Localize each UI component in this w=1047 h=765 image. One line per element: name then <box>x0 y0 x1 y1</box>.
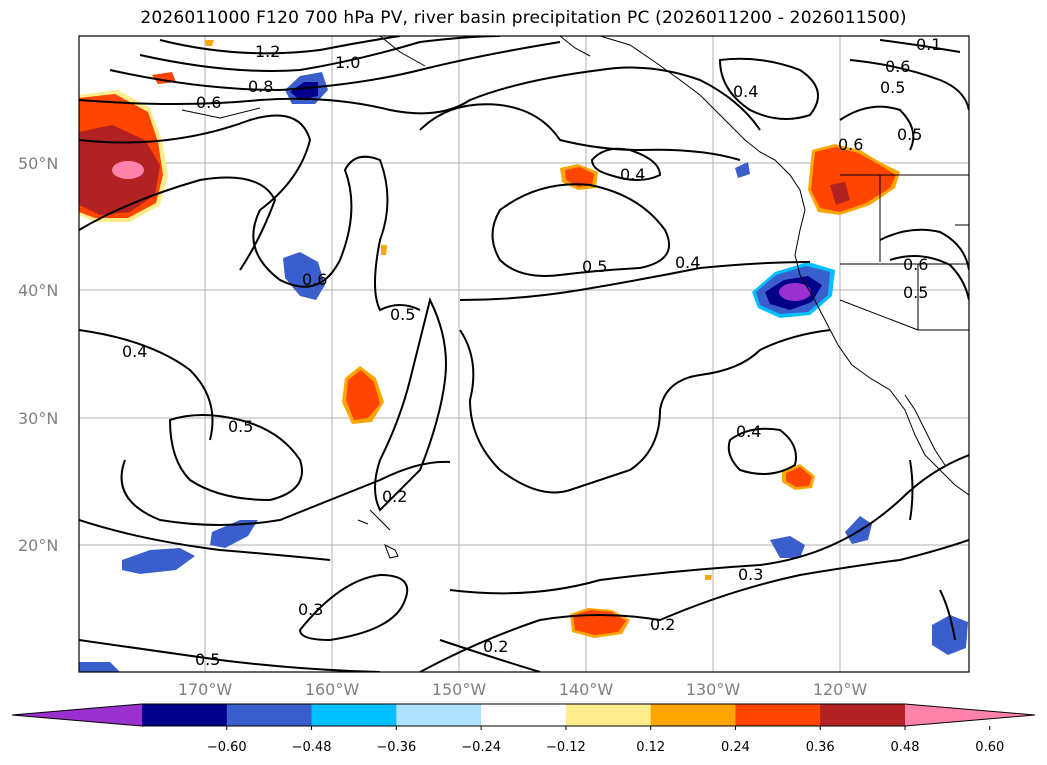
colorbar-segment <box>481 704 567 726</box>
map-frame <box>78 35 970 673</box>
lon-label: 160°W <box>305 680 360 699</box>
lon-label: 130°W <box>686 680 741 699</box>
contour-label: 0.2 <box>650 615 675 634</box>
lat-label: 50°N <box>18 154 58 173</box>
lon-label: 150°W <box>432 680 487 699</box>
figure-title: 2026011000 F120 700 hPa PV, river basin … <box>140 8 907 28</box>
contour-label: 0.6 <box>196 93 221 112</box>
contour-label: 0.3 <box>298 600 323 619</box>
contour-label: 0.6 <box>885 57 910 76</box>
colorbar-segment <box>820 704 906 726</box>
colorbar-segment <box>650 704 736 726</box>
coastlines <box>181 36 969 559</box>
longitude-labels: 170°W 160°W 150°W 140°W 130°W 120°W <box>178 680 868 699</box>
contour-label: 0.2 <box>483 637 508 656</box>
contour-label: 0.5 <box>880 78 905 97</box>
contour-label: 0.5 <box>582 257 607 276</box>
contour-label: 0.5 <box>390 305 415 324</box>
colorbar-tick-label: 0.48 <box>891 740 920 755</box>
colorbar-tick-label: 0.12 <box>636 740 665 755</box>
colorbar-outline <box>11 703 1036 727</box>
colorbar-tick-label: −0.12 <box>546 740 586 755</box>
contour-label: 0.2 <box>382 487 407 506</box>
colorbar-extend-max <box>905 704 1035 726</box>
colorbar: −0.60 −0.48 −0.36 −0.24 −0.12 0.12 0.24 0.36 0.4… <box>11 703 1036 755</box>
contour-label: 0.8 <box>248 77 273 96</box>
map-background <box>79 36 969 672</box>
contour-label: 1.0 <box>335 53 360 72</box>
lat-label: 30°N <box>18 409 58 428</box>
lat-label: 20°N <box>18 536 58 555</box>
colorbar-segment <box>396 704 482 726</box>
lon-label: 170°W <box>178 680 233 699</box>
contour-label: 0.4 <box>122 342 147 361</box>
pv-contours <box>79 36 969 672</box>
colorbar-segment <box>565 704 652 726</box>
contour-label: 0.6 <box>903 255 928 274</box>
colorbar-tick-label: 0.36 <box>806 740 835 755</box>
contour-label: 0.4 <box>736 422 761 441</box>
contour-label: 0.3 <box>738 565 763 584</box>
contour-label: 0.6 <box>838 135 863 154</box>
colorbar-tick-label: −0.24 <box>461 740 501 755</box>
colorbar-segment <box>142 704 228 726</box>
contour-label: 0.5 <box>228 417 253 436</box>
colorbar-tick-label: 0.24 <box>721 740 750 755</box>
colorbar-tick-label: −0.48 <box>292 740 332 755</box>
contour-label: 0.5 <box>897 125 922 144</box>
contour-label: 0.5 <box>903 283 928 302</box>
lon-label: 140°W <box>559 680 614 699</box>
lon-label: 120°W <box>813 680 868 699</box>
contour-label: 0.4 <box>620 165 645 184</box>
colorbar-tick-label: 0.60 <box>975 740 1004 755</box>
colorbar-tick-label: −0.36 <box>376 740 416 755</box>
contour-label: 0.1 <box>916 35 941 54</box>
contour-label: 0.4 <box>675 253 700 272</box>
lat-label: 40°N <box>18 281 58 300</box>
colorbar-segment <box>226 704 313 726</box>
colorbar-segment <box>311 704 397 726</box>
colorbar-tick-label: −0.60 <box>207 740 247 755</box>
colorbar-extend-min <box>12 704 142 726</box>
contour-label: 0.6 <box>302 270 327 289</box>
contour-label: 0.5 <box>195 650 220 669</box>
contour-label: 1.2 <box>255 42 280 61</box>
contour-labels: 1.2 1.0 0.8 0.6 0.4 0.5 0.6 0.5 0.4 0.4 … <box>122 35 941 669</box>
latitude-labels: 50°N 40°N 30°N 20°N <box>18 154 58 555</box>
colorbar-segment <box>735 704 821 726</box>
contour-label: 0.4 <box>733 82 758 101</box>
